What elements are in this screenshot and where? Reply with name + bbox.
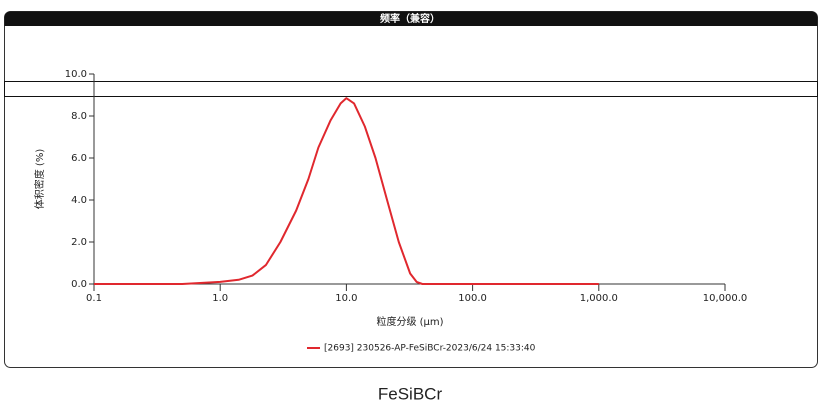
x-tick-label: 1,000.0 [580,293,618,304]
y-tick-label: 6.0 [71,153,87,164]
y-tick-label: 10.0 [65,69,87,80]
y-tick-label: 2.0 [71,237,87,248]
panel-header [4,11,818,26]
y-tick-label: 0.0 [71,279,87,290]
series-line [94,97,599,285]
y-tick-label: 4.0 [71,195,87,206]
legend-label: [2693] 230526-AP-FeSiBCr-2023/6/24 15:33… [324,344,536,354]
x-tick-label: 10,000.0 [703,293,748,304]
x-tick-label: 0.1 [86,293,102,304]
x-tick-label: 10.0 [335,293,357,304]
y-tick-label: 8.0 [71,111,87,122]
chart-title: 频率（兼容） [380,12,440,25]
selection-box [4,81,818,97]
y-axis-label: 体积密度 (%) [33,149,46,210]
panel [4,11,818,368]
x-axis-label: 粒度分级 (μm) [376,315,443,328]
caption: FeSiBCr [378,384,443,403]
x-tick-label: 1.0 [212,293,228,304]
x-tick-label: 100.0 [458,293,487,304]
